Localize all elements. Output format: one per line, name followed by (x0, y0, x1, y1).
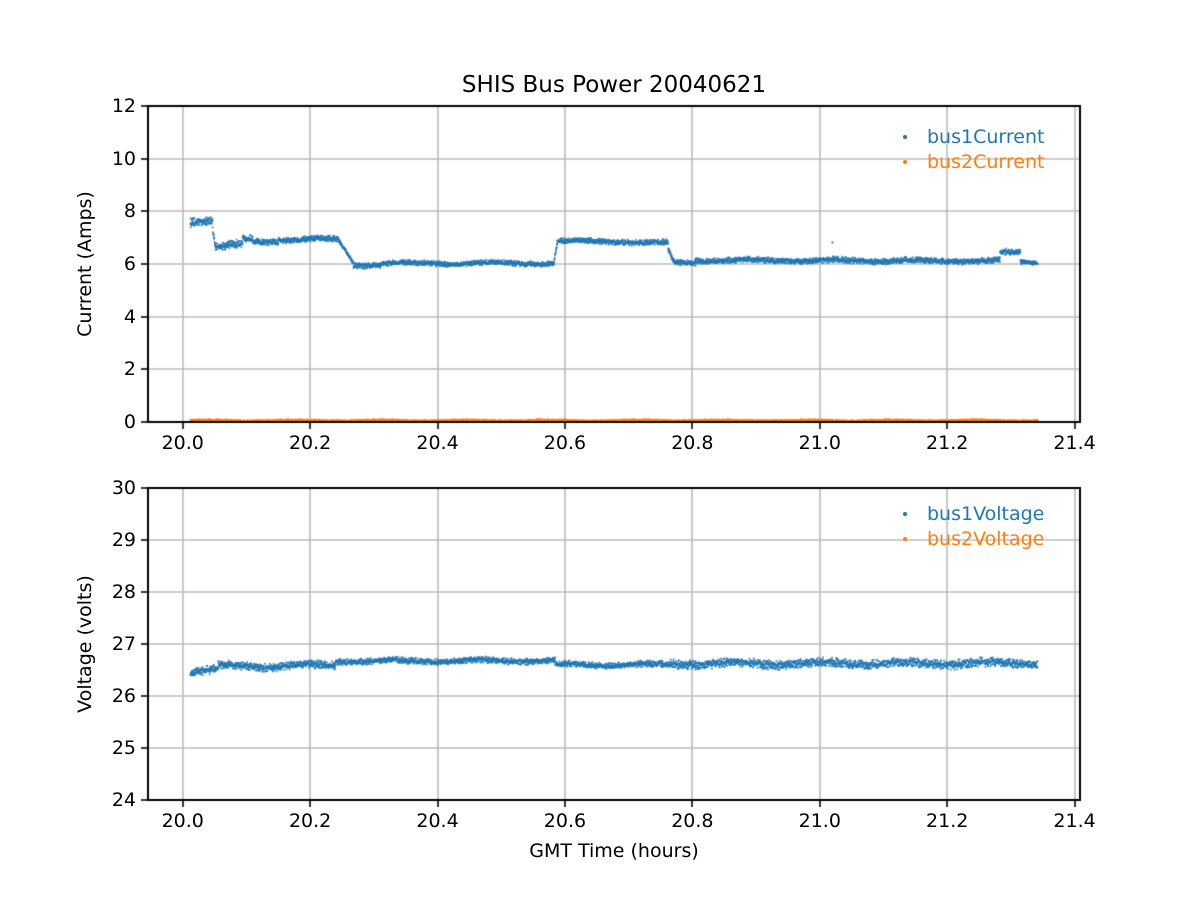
y-tick-label: 27 (111, 633, 136, 655)
x-tick-label: 20.6 (543, 810, 587, 832)
legend-item: bus1Current (893, 124, 1044, 149)
y-tick-label: 28 (111, 581, 136, 603)
legend-marker-dot-icon (903, 134, 907, 139)
x-tick-label: 20.8 (671, 432, 714, 454)
x-tick-label: 20.4 (416, 432, 459, 454)
y-tick-label: 6 (123, 253, 136, 275)
legend-item: bus2Current (893, 149, 1044, 174)
legend-item: bus1Voltage (893, 501, 1044, 526)
x-tick-label: 20.6 (543, 432, 587, 454)
y-tick-label: 12 (111, 95, 136, 117)
x-tick-label: 21.4 (1053, 810, 1096, 832)
chart-title: SHIS Bus Power 20040621 (461, 72, 767, 98)
legend-label: bus1Voltage (927, 502, 1045, 525)
y-tick-label: 8 (123, 200, 136, 223)
x-tick-label: 20.2 (288, 432, 332, 454)
y-tick-label: 0 (123, 411, 136, 433)
x-tick-label: 20.2 (288, 810, 332, 832)
x-axis-label: GMT Time (hours) (529, 840, 699, 862)
legend-marker-dot-icon (903, 511, 907, 516)
legend-label: bus2Voltage (927, 527, 1045, 550)
y-tick-label: 24 (111, 789, 136, 811)
x-tick-label: 20.0 (161, 810, 204, 832)
voltage-legend: bus1Voltage bus2Voltage (893, 501, 1044, 551)
y-tick-label: 25 (111, 737, 136, 759)
current-legend: bus1Current bus2Current (893, 124, 1044, 174)
legend-marker-dot-icon (903, 159, 907, 164)
y-tick-label: 10 (111, 147, 136, 170)
x-tick-label: 21.2 (926, 810, 969, 832)
legend-item: bus2Voltage (893, 526, 1044, 551)
x-tick-label: 20.0 (161, 432, 204, 454)
y-tick-label: 26 (111, 685, 136, 707)
y-tick-label: 30 (111, 477, 136, 499)
x-tick-label: 21.4 (1053, 432, 1096, 454)
x-tick-label: 21.0 (798, 810, 841, 832)
x-tick-label: 20.4 (416, 810, 459, 832)
legend-marker-dot-icon (903, 536, 907, 541)
x-tick-label: 20.8 (671, 810, 714, 832)
x-tick-label: 21.2 (926, 432, 969, 454)
legend-label: bus1Current (927, 125, 1045, 148)
x-tick-label: 21.0 (798, 432, 841, 454)
y-tick-label: 29 (111, 529, 136, 551)
legend-label: bus2Current (927, 150, 1045, 173)
y-tick-label: 2 (123, 358, 136, 381)
y-tick-label: 4 (123, 305, 136, 328)
